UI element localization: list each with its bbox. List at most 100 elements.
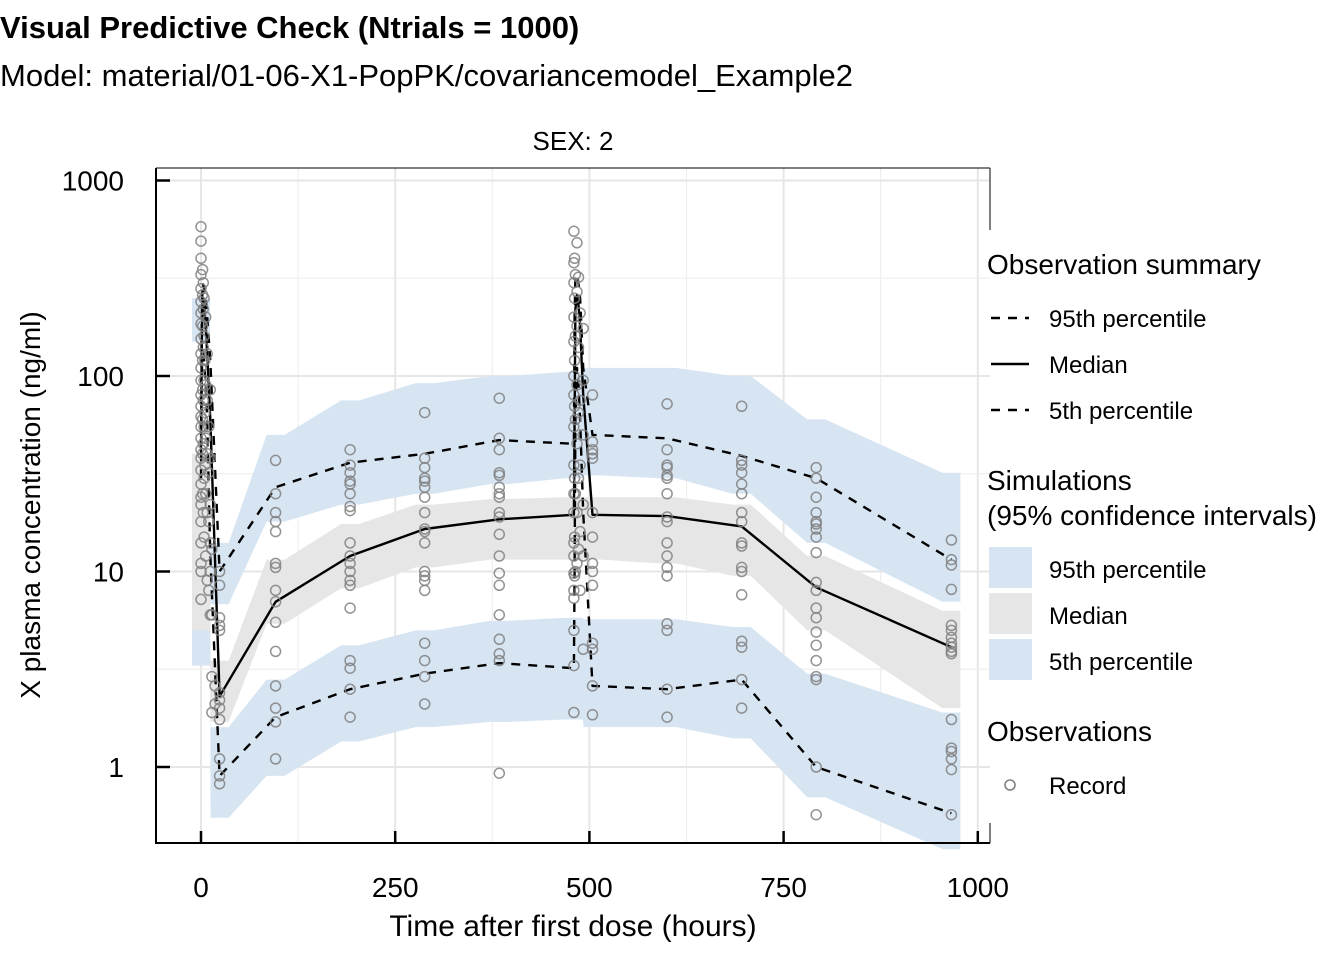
observation-point [418,452,431,464]
observation-point [197,438,210,450]
legend-title-simulations: Simulations [987,465,1132,496]
observation-point [269,561,282,574]
observation-point [568,659,580,672]
observation-point [945,753,958,765]
observation-point [197,303,210,315]
observation-point [199,487,212,500]
observation-point [213,686,226,699]
observation-point [213,753,226,765]
observation-point [344,443,356,456]
observation-point [195,235,207,247]
observation-point [568,421,580,433]
legend-title-observation-summary: Observation summary [987,249,1261,280]
observation-point [735,540,748,552]
x-axis-title: Time after first dose (hours) [389,910,756,943]
observation-point [213,579,226,592]
observation-point [945,534,958,546]
observation-point [418,654,431,667]
y-tick-label: 1000 [62,166,124,197]
observation-point [344,459,356,471]
observation-point [269,584,282,597]
observation-point [213,611,226,624]
observation-point [945,583,958,596]
observation-point [418,523,431,535]
observation-point [661,624,673,637]
observation-point [586,531,599,543]
observation-point [269,525,282,538]
observation-point [196,263,209,276]
observation-point [735,478,748,490]
observation-point [568,706,580,719]
y-tick-label: 10 [93,557,124,588]
observation-point [735,459,748,471]
observation-point [344,557,356,570]
observation-point [661,398,673,410]
observation-point [735,515,748,528]
legend-label-median-observed: Median [1049,352,1128,379]
observation-point [661,487,673,500]
observation-point [344,475,356,487]
observation-point [810,584,822,597]
observation-point [213,624,226,637]
observation-point [945,553,958,566]
observation-point [196,413,209,426]
observation-point [195,252,207,265]
observation-point [203,421,215,433]
observation-point [571,320,583,332]
observation-point [199,311,212,323]
observation-point [661,618,673,630]
observation-point [269,596,282,608]
observation-point [269,506,282,519]
observation-point [945,559,958,571]
observation-point [571,285,583,298]
observation-point [198,421,210,433]
x-tick-label: 250 [372,872,419,903]
observation-point [493,443,506,456]
observation-point [810,639,822,651]
observation-point [569,565,582,578]
observation-point [203,584,215,597]
observation-point [493,506,506,519]
observation-point [269,515,282,528]
observation-point [574,459,586,471]
observation-point [493,654,506,667]
observation-point [568,506,580,519]
observation-point [735,702,748,714]
observation-point [810,461,822,474]
observation-point [577,322,589,335]
observation-point [213,770,226,782]
observation-point [344,654,356,667]
observation-point [586,506,599,519]
observation-point [945,745,958,758]
observation-point [201,347,213,360]
observation-point [344,500,356,513]
observation-point [577,374,589,387]
observation-point [201,394,213,407]
legend-key-median-ci [989,593,1032,634]
observation-point [571,438,583,450]
observation-point [735,561,748,574]
observation-point [661,537,673,549]
observation-point [195,593,207,606]
axes: 0 250 500 750 1000 1 10 100 1000 [62,166,1009,904]
observation-point [199,406,211,419]
observation-point [269,702,282,714]
line-5th-observed [199,346,952,815]
facet-label: SEX: 2 [533,126,614,156]
observation-point [493,528,506,541]
observation-point [199,550,212,562]
observation-point [586,680,599,692]
observation-point [493,609,506,621]
observation-point [810,761,822,773]
observation-point [213,694,226,706]
observation-point [586,452,599,464]
observation-point [572,406,585,419]
observation-point [269,645,282,658]
observation-point [945,808,958,821]
observation-point [810,576,822,589]
observation-point [945,713,958,726]
observation-point [206,543,218,555]
legend-label-record: Record [1049,773,1126,800]
observation-point [735,400,748,413]
legend-key-5th-ci [989,639,1032,680]
